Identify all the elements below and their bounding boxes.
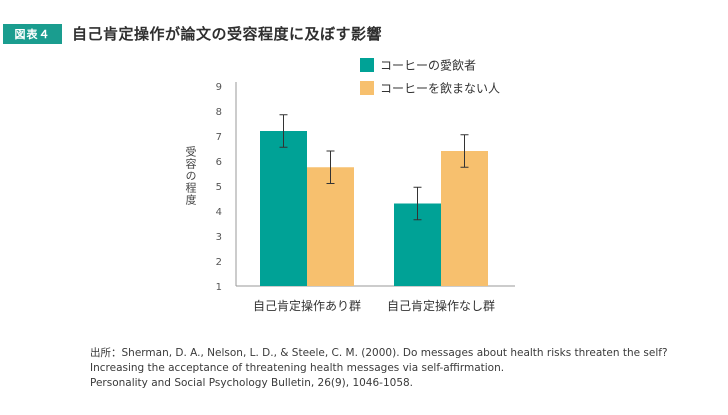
y-tick-label-1: 2 <box>216 257 222 268</box>
legend-swatch-1 <box>360 81 374 95</box>
source-line-3: Personality and Social Psychology Bullet… <box>90 377 414 389</box>
y-tick-label-6: 7 <box>216 132 222 143</box>
y-tick-label-7: 8 <box>216 107 222 118</box>
legend-label-0: コーヒーの愛飲者 <box>380 58 476 73</box>
y-tick-label-0: 1 <box>216 282 222 293</box>
legend-swatch-0 <box>360 58 374 72</box>
figure-title: 自己肯定操作が論文の受容程度に及ぼす影響 <box>72 25 383 43</box>
figure-badge: 図表４ <box>3 24 62 44</box>
y-tick-label-4: 5 <box>216 182 222 193</box>
y-tick-label-3: 4 <box>216 207 222 218</box>
bar-1-1 <box>441 151 488 286</box>
source-line-1: 出所：Sherman, D. A., Nelson, L. D., & Stee… <box>90 347 668 359</box>
bar-0-0 <box>260 131 307 286</box>
y-tick-label-8: 9 <box>216 82 222 93</box>
legend-label-1: コーヒーを飲まない人 <box>380 81 500 96</box>
y-axis-label: 受容の程度 <box>184 146 197 206</box>
bar-1-0 <box>307 167 354 286</box>
x-category-label-1: 自己肯定操作なし群 <box>387 298 495 313</box>
x-category-label-0: 自己肯定操作あり群 <box>253 298 361 313</box>
y-tick-label-2: 3 <box>216 232 222 243</box>
source-citation: 出所：Sherman, D. A., Nelson, L. D., & Stee… <box>90 346 668 391</box>
bar-chart: 1 2 3 4 5 6 7 8 9 自己肯定操作あり群 自己肯定操作なし群 コーヒーの愛飲者コーヒーを… <box>216 58 515 313</box>
y-tick-label-5: 6 <box>216 157 222 168</box>
source-line-2: Increasing the acceptance of threatening… <box>90 362 505 374</box>
